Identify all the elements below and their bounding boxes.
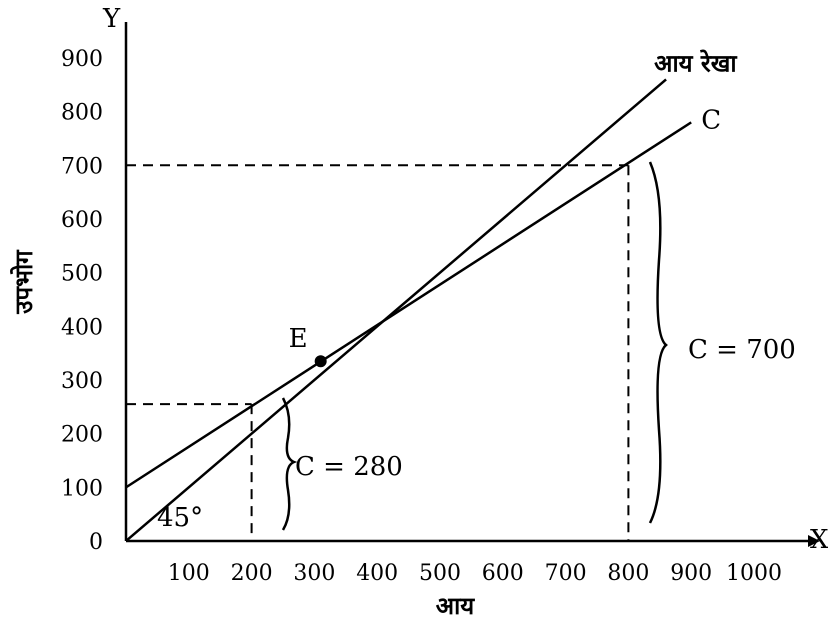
- x-axis-title: आय: [436, 592, 476, 620]
- x-tick-label: 100: [168, 561, 210, 586]
- x-tick-label: 600: [482, 561, 524, 586]
- annotations: आय उपभोग 45° C = 280 C = 700: [10, 161, 796, 620]
- equilibrium-point: [314, 355, 327, 368]
- y-tick-label: 0: [89, 530, 103, 555]
- brace-small: [281, 397, 298, 531]
- axes: X Y: [102, 4, 828, 555]
- y-tick-label: 800: [61, 101, 103, 126]
- x-tick-label: 400: [356, 561, 398, 586]
- y-tick-label: 500: [61, 262, 103, 287]
- consumption-line: [125, 121, 692, 489]
- y-tick-label: 400: [61, 315, 103, 340]
- income-line-label: आय रेखा: [654, 49, 737, 77]
- c-280-label: C = 280: [295, 452, 403, 482]
- c-700-label: C = 700: [688, 335, 796, 365]
- x-axis-letter: X: [810, 525, 828, 555]
- y-tick-label: 900: [61, 47, 103, 72]
- reference-lines: [126, 164, 630, 541]
- y-tick-label: 700: [61, 154, 103, 179]
- consumption-line-label: C: [701, 105, 721, 135]
- brace-large: [648, 161, 668, 524]
- x-tick-label: 300: [293, 561, 335, 586]
- y-tick-label: 600: [61, 208, 103, 233]
- x-tick-label: 1000: [726, 561, 782, 586]
- x-tick-label: 500: [419, 561, 461, 586]
- x-tick-label: 200: [231, 561, 273, 586]
- y-tick-label: 100: [61, 476, 103, 501]
- tick-labels: 0 100 200 300 400 500 600 700 800 900 100 200 300 400…: [61, 47, 782, 586]
- income-line: [125, 78, 667, 542]
- x-tick-label: 700: [545, 561, 587, 586]
- y-axis-letter: Y: [102, 4, 121, 34]
- x-tick-label: 900: [670, 561, 712, 586]
- equilibrium-label: E: [289, 324, 308, 354]
- y-tick-label: 300: [61, 369, 103, 394]
- angle-label: 45°: [157, 503, 203, 533]
- x-tick-label: 800: [607, 561, 649, 586]
- series-lines: आय रेखा C E: [125, 49, 737, 542]
- x-axis-arrow: [808, 535, 820, 547]
- y-tick-label: 200: [61, 423, 103, 448]
- y-axis-title: उपभोग: [10, 249, 38, 315]
